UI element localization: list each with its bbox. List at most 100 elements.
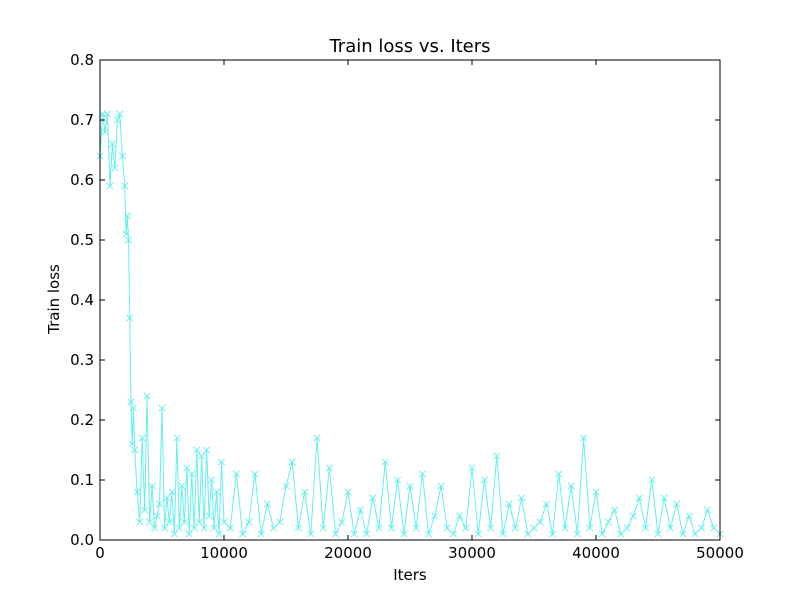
x-tick-label: 40000 [572, 544, 620, 562]
data-point-marker [623, 524, 631, 532]
data-point-marker [127, 398, 135, 406]
data-point-marker [160, 524, 169, 532]
data-point-marker [381, 458, 389, 466]
data-point-marker [313, 434, 321, 442]
data-point-marker [129, 404, 138, 412]
data-point-marker [542, 500, 550, 508]
data-point-marker [425, 530, 433, 538]
data-point-marker [215, 530, 223, 538]
plot-frame [99, 59, 721, 541]
data-point-marker [332, 530, 340, 538]
data-point-marker [499, 530, 507, 538]
data-point-marker [679, 530, 687, 538]
data-point-marker [165, 518, 173, 526]
data-point-marker [163, 494, 171, 502]
data-point-marker [394, 476, 402, 484]
y-tick-label: 0.6 [70, 171, 94, 189]
data-point-marker [148, 482, 156, 490]
data-point-marker [307, 530, 315, 538]
data-point-marker [136, 518, 144, 526]
data-point-marker [505, 500, 513, 508]
y-tick-label: 0.1 [70, 471, 94, 489]
data-point-marker [673, 500, 681, 508]
data-point-marker [245, 518, 253, 526]
data-point-marker [480, 476, 488, 484]
data-point-marker [418, 470, 426, 478]
data-point-marker [141, 506, 149, 514]
data-point-marker [116, 110, 124, 118]
data-point-marker [257, 530, 265, 538]
data-point-marker [123, 212, 131, 220]
data-point-marker [493, 452, 501, 460]
data-point-marker [704, 506, 712, 514]
data-point-marker [113, 116, 121, 124]
data-point-marker [561, 524, 569, 532]
data-point-marker [691, 530, 699, 538]
data-point-marker [344, 488, 352, 496]
data-point-marker [190, 524, 198, 532]
x-axis-title: Iters [393, 566, 427, 584]
data-point-marker [173, 434, 181, 442]
data-point-marker [406, 482, 414, 490]
data-point-marker [208, 476, 216, 484]
data-point-marker [611, 506, 619, 514]
data-point-marker [642, 524, 650, 532]
data-point-marker [158, 404, 166, 412]
data-point-marker [697, 524, 705, 532]
data-point-marker [586, 524, 594, 532]
y-tick-label: 0.8 [70, 51, 94, 69]
data-point-marker [213, 488, 221, 496]
data-point-marker [198, 452, 206, 460]
data-point-marker [474, 530, 482, 538]
data-point-marker [685, 512, 693, 520]
data-point-marker [106, 182, 114, 190]
data-point-marker [131, 446, 139, 454]
data-point-marker [183, 464, 191, 472]
data-point-marker [175, 524, 183, 532]
data-point-marker [270, 524, 278, 532]
data-point-marker [375, 524, 383, 532]
chart-title: Train loss vs. Iters [328, 36, 490, 57]
data-point-marker [185, 530, 193, 538]
data-point-marker [263, 500, 271, 508]
data-point-marker [598, 530, 606, 538]
data-point-marker [178, 482, 186, 490]
data-point-marker [437, 482, 445, 490]
data-point-marker [462, 524, 470, 532]
data-point-marker [325, 464, 333, 472]
data-point-marker [443, 524, 451, 532]
data-point-marker [412, 524, 420, 532]
data-point-marker [143, 392, 151, 400]
data-point-marker [635, 494, 643, 502]
data-point-marker [524, 530, 532, 538]
data-point-marker [146, 518, 154, 526]
data-point-marker [138, 434, 146, 442]
data-point-marker [180, 518, 188, 526]
data-point-marker [555, 470, 563, 478]
data-point-marker [530, 524, 538, 532]
data-point-marker [195, 518, 203, 526]
data-point-marker [660, 494, 668, 502]
data-point-marker [431, 512, 439, 520]
data-point-marker [121, 182, 129, 190]
data-point-marker [203, 446, 211, 454]
data-point-marker [580, 434, 588, 442]
y-tick-label: 0.2 [70, 411, 94, 429]
data-point-marker [282, 482, 290, 490]
data-point-marker [363, 530, 371, 538]
data-point-marker [193, 446, 201, 454]
data-point-marker [518, 494, 526, 502]
data-point-marker [654, 530, 662, 538]
data-point-marker [103, 110, 111, 118]
x-tick-label: 20000 [324, 544, 372, 562]
data-point-marker [456, 512, 464, 520]
data-point-marker [128, 440, 136, 448]
tick-layer: 0 10000 20000 30000 40000 50000 0.0 0.1 0.2 0.3 0.… [70, 51, 744, 562]
data-point-marker [567, 482, 575, 490]
data-point-marker [294, 524, 302, 532]
data-point-marker [338, 518, 346, 526]
data-point-marker [170, 530, 178, 538]
data-point-marker [449, 530, 457, 538]
data-point-marker [536, 518, 544, 526]
y-tick-label: 0.4 [70, 291, 94, 309]
